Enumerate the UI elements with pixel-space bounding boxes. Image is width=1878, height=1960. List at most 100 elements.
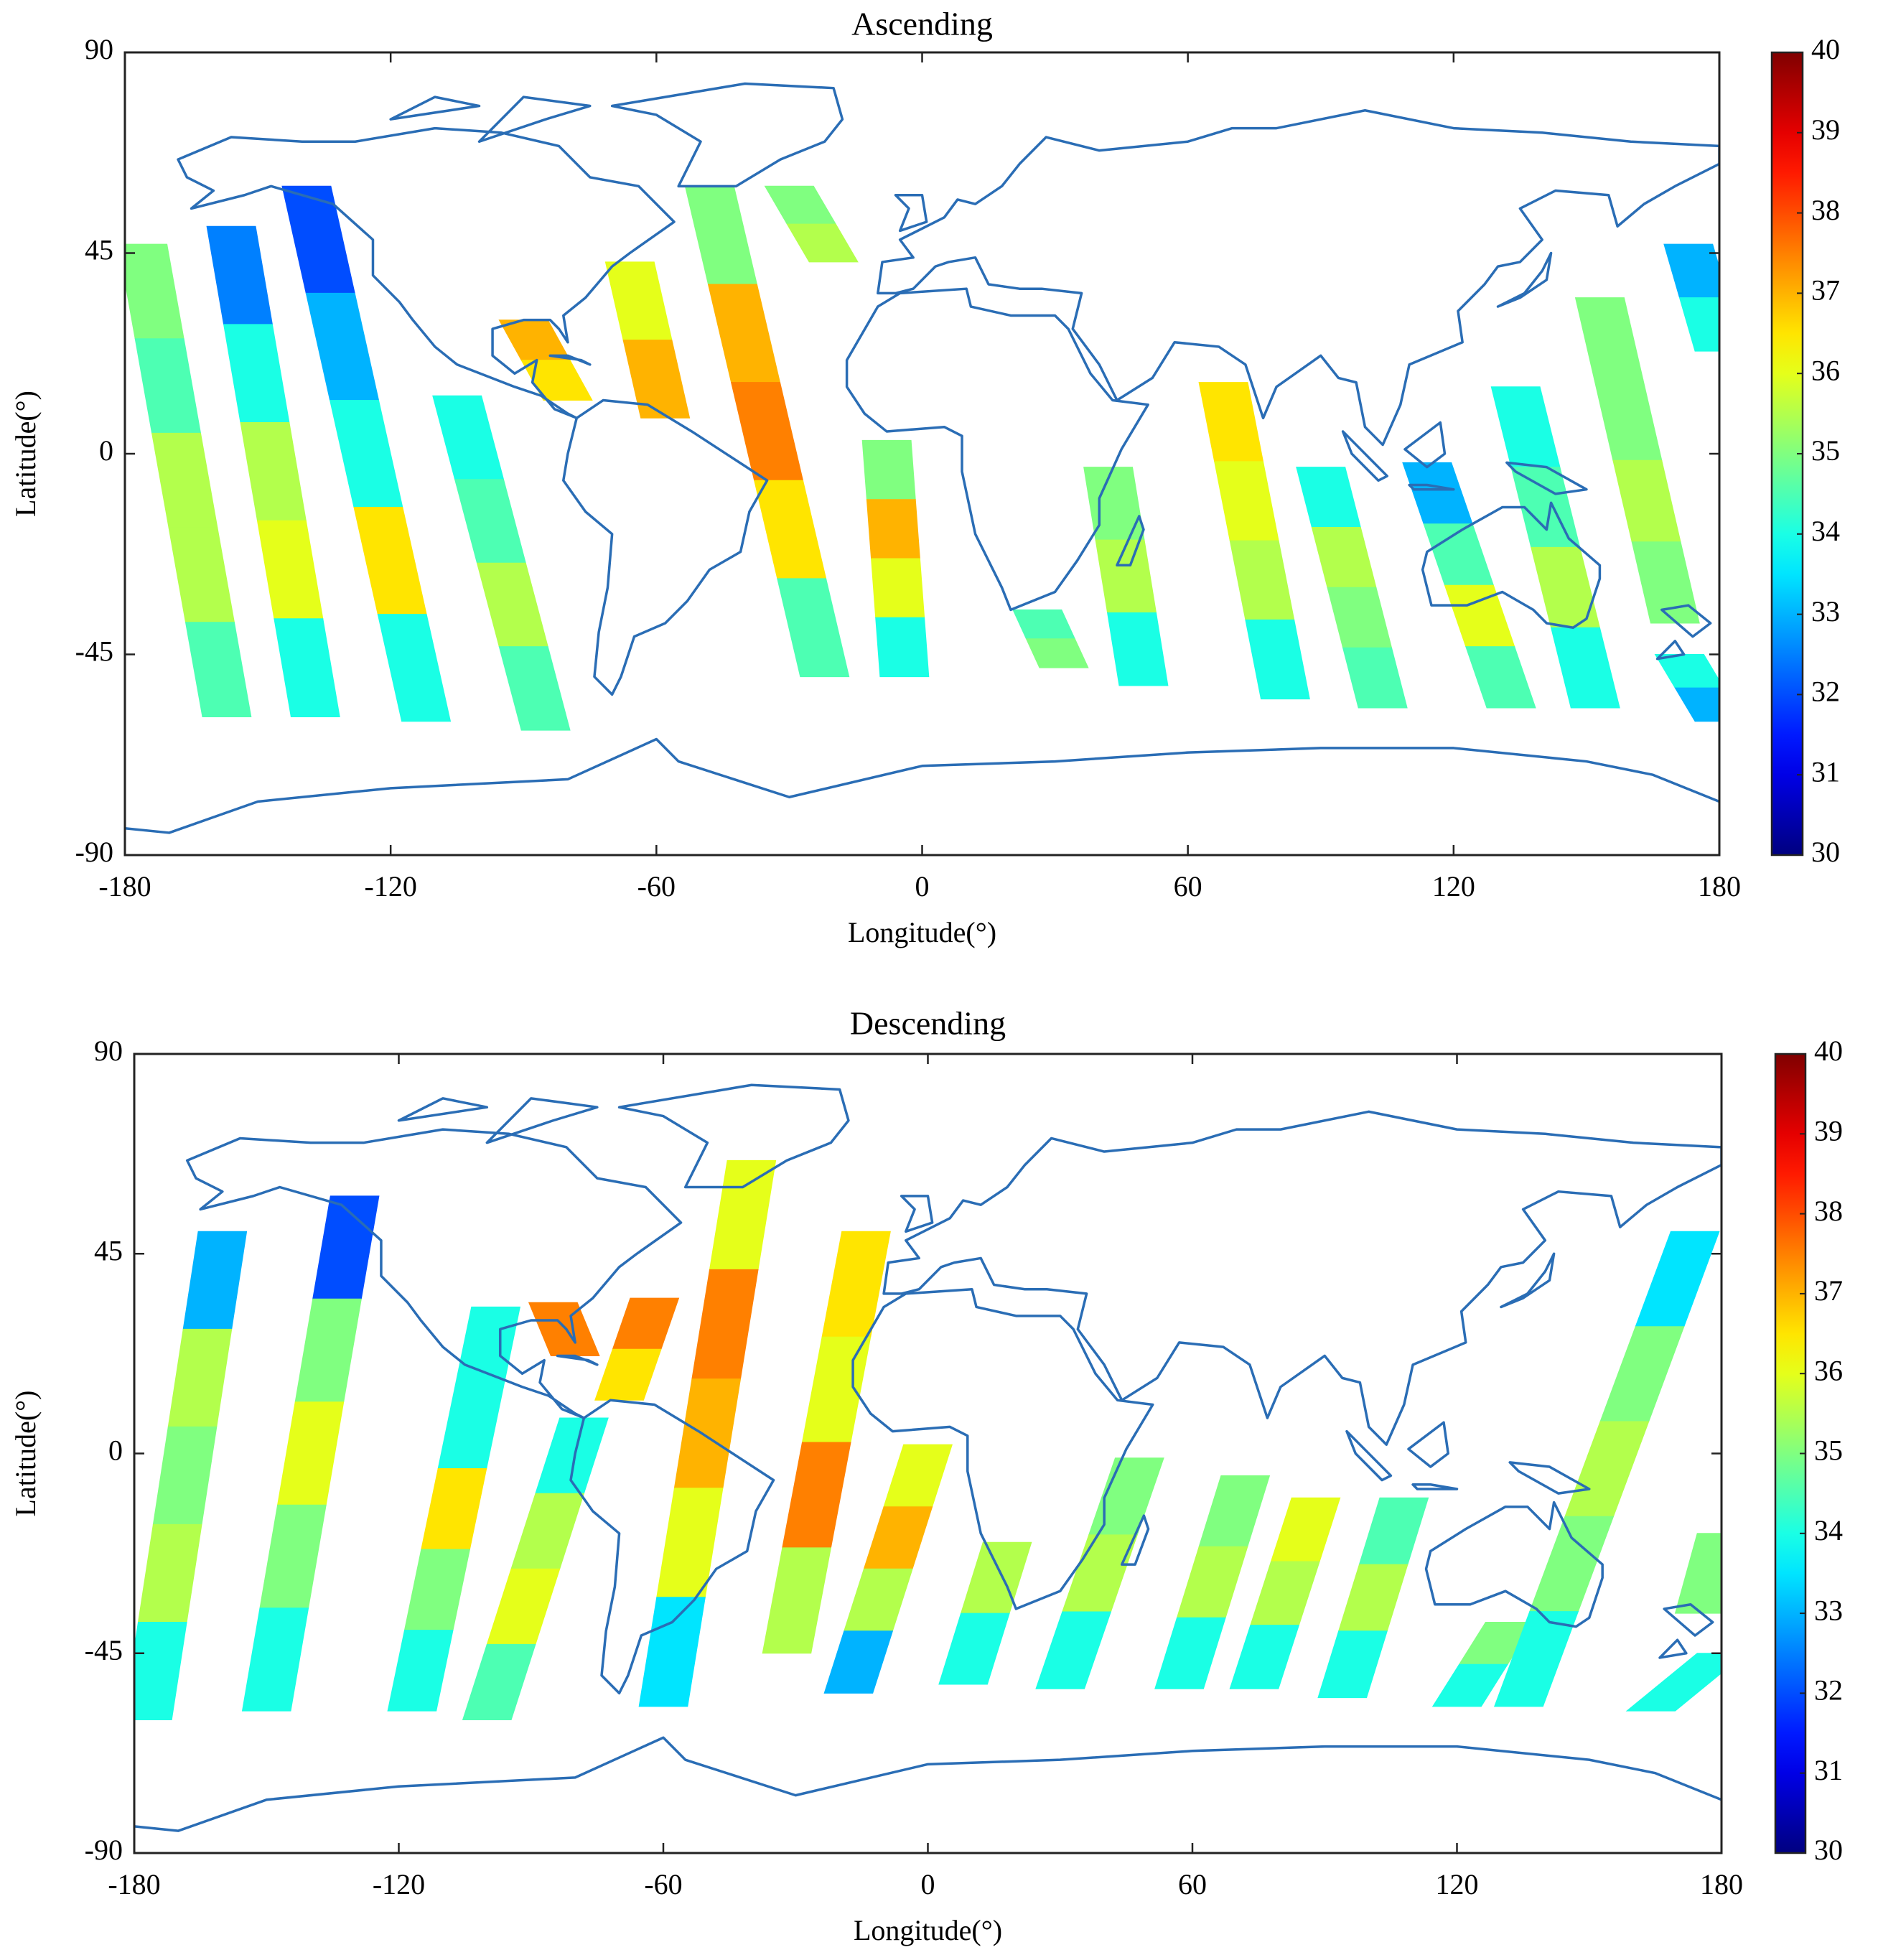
swath-segment: [241, 1607, 309, 1712]
swath-segment: [274, 618, 340, 717]
swath-segment: [709, 1159, 777, 1270]
colorbar-tick-label: 37: [1811, 274, 1840, 307]
swath-segment: [184, 622, 252, 717]
swath-segment: [476, 562, 548, 648]
swath-segment: [498, 319, 571, 361]
x-tick-label: 0: [921, 1868, 935, 1900]
swath: [1317, 1497, 1429, 1699]
swath-segment: [594, 1348, 662, 1401]
y-axis-label: Latitude(°): [9, 391, 42, 517]
swath: [528, 1302, 600, 1356]
swath: [1012, 609, 1089, 668]
y-tick-label: 45: [85, 234, 113, 266]
swath-segment: [1083, 467, 1145, 541]
swath-segment: [960, 1541, 1032, 1614]
swath-segment: [437, 1387, 504, 1469]
swath-segment: [871, 558, 925, 618]
swath-segment: [421, 1468, 487, 1550]
swath-segment: [866, 499, 920, 559]
x-tick-label: -180: [98, 870, 151, 902]
colorbar-tick-label: 32: [1814, 1674, 1843, 1707]
x-tick-label: 60: [1174, 870, 1202, 902]
swath-segment: [1250, 1561, 1320, 1626]
swath-segment: [1574, 297, 1644, 380]
swath: [1083, 467, 1169, 686]
swath-segment: [1431, 1663, 1509, 1707]
swath-segment: [673, 1378, 742, 1489]
swath-segment: [137, 1523, 202, 1623]
colorbar: [1774, 1053, 1807, 1854]
colorbar-tick-label: 34: [1811, 515, 1840, 547]
swath-segment: [1654, 654, 1719, 689]
swath-segment: [294, 1298, 362, 1403]
swath-segment: [377, 614, 452, 722]
swath-segment: [1631, 541, 1700, 624]
swath-segment: [1678, 297, 1719, 352]
swath-segment: [1465, 646, 1536, 709]
swath-segment: [240, 422, 307, 521]
swath-segment: [1342, 647, 1408, 709]
swath: [938, 1541, 1032, 1685]
x-tick-label: 180: [1700, 1868, 1743, 1900]
swath: [638, 1159, 777, 1707]
swath-segment: [684, 185, 758, 285]
swath-segment: [151, 432, 218, 528]
swath-segment: [1625, 1653, 1722, 1712]
swath: [764, 185, 859, 263]
swath-segment: [167, 1328, 233, 1427]
swath-segment: [277, 1401, 345, 1506]
swath-segment: [1317, 1630, 1388, 1699]
swath-segment: [1493, 1611, 1579, 1707]
swath-segment: [754, 480, 827, 579]
swath-segment: [1327, 587, 1393, 648]
swath: [206, 225, 340, 717]
swath-segment: [329, 400, 403, 508]
colorbar-tick-label: 31: [1814, 1754, 1843, 1786]
swath-segment: [1490, 386, 1561, 468]
swath-segment: [305, 292, 380, 401]
y-tick-label: -90: [75, 836, 113, 868]
x-tick-label: 120: [1436, 1868, 1479, 1900]
swath-segment: [764, 185, 837, 225]
swath-segment: [403, 1549, 471, 1631]
swath-segment: [1214, 461, 1279, 541]
swath-segment: [432, 395, 505, 480]
colorbar-tick-label: 33: [1814, 1594, 1843, 1626]
swath-segment: [883, 1444, 953, 1508]
colorbar-tick-label: 38: [1814, 1195, 1843, 1227]
colorbar-tick-label: 32: [1811, 676, 1840, 708]
swath-segment: [182, 1231, 248, 1330]
swath-segment: [1444, 584, 1515, 648]
swath: [1625, 1653, 1722, 1712]
swath-segment: [1599, 1326, 1685, 1422]
swath-segment: [875, 617, 930, 678]
colorbar-tick-label: 35: [1814, 1434, 1843, 1467]
y-tick-label: -45: [85, 1634, 123, 1666]
swath-segment: [1154, 1617, 1226, 1689]
swath-segment: [510, 1493, 585, 1569]
coastline: [125, 83, 1719, 832]
swath-segment: [387, 1630, 454, 1712]
swath-segment: [1338, 1564, 1408, 1632]
swath: [1431, 1622, 1535, 1707]
swath-segment: [1635, 1231, 1720, 1327]
colorbar-tick-label: 34: [1814, 1514, 1843, 1546]
swath-segment: [353, 507, 427, 615]
swath-segment: [938, 1613, 1010, 1685]
colorbar-tick-label: 31: [1811, 755, 1840, 788]
swath-segment: [863, 1506, 933, 1569]
swath: [684, 185, 850, 678]
swath: [1493, 1231, 1720, 1707]
swath: [1154, 1475, 1271, 1689]
swath-segment: [528, 1302, 600, 1356]
swath-segment: [1107, 612, 1169, 686]
y-tick-label: 90: [85, 33, 113, 65]
swath-segment: [1531, 546, 1601, 628]
swath-segment: [462, 1643, 536, 1720]
colorbar-tick-label: 39: [1814, 1114, 1843, 1147]
swath-segment: [134, 1622, 187, 1720]
swath: [1663, 243, 1719, 352]
x-tick-label: -120: [365, 870, 417, 902]
coastline: [134, 1085, 1722, 1831]
